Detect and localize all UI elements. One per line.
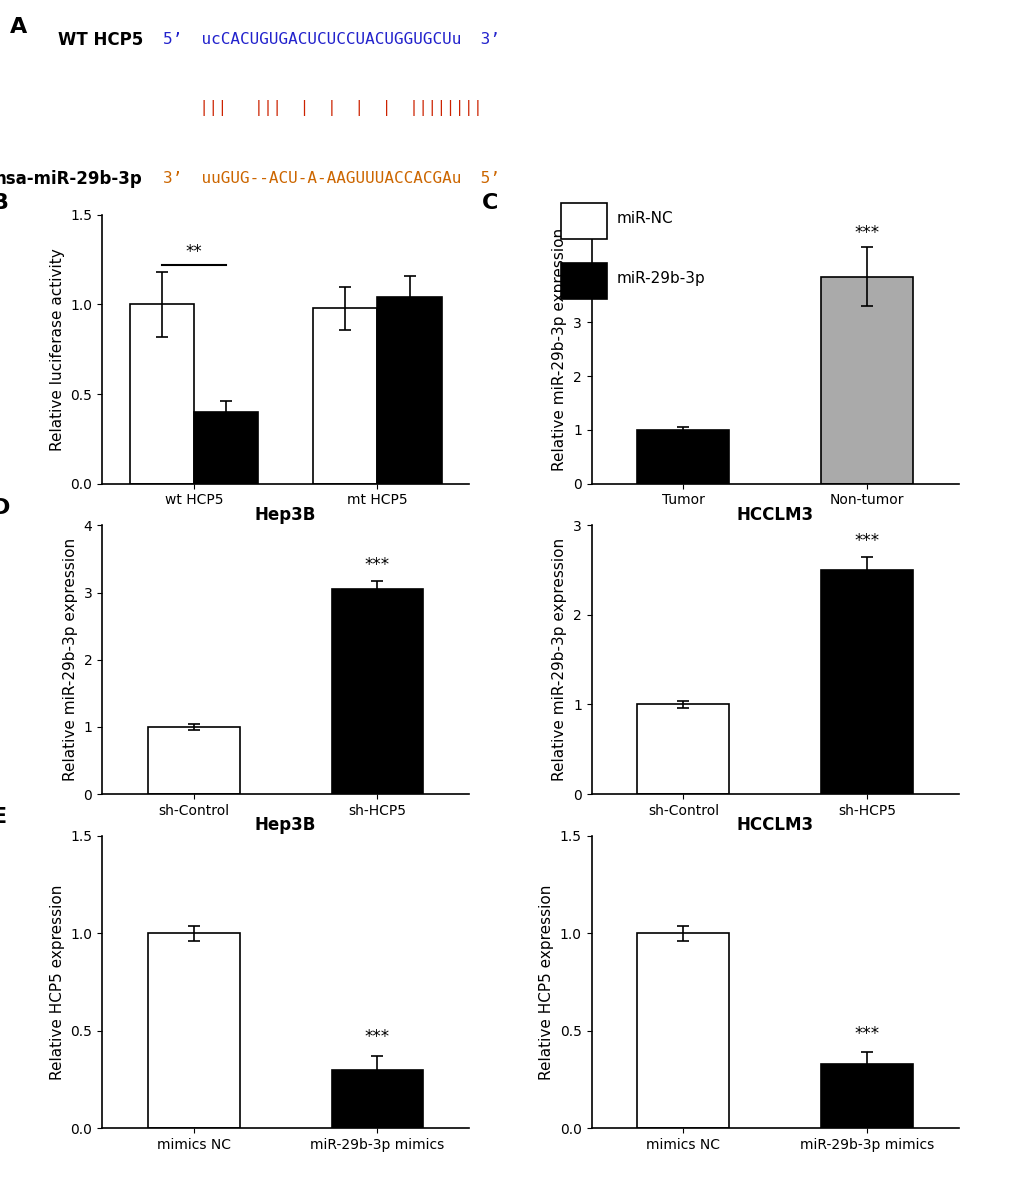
Text: miR-29b-3p: miR-29b-3p: [616, 271, 705, 285]
Bar: [331, 1070, 423, 1128]
Bar: [129, 304, 194, 484]
Y-axis label: Relative HCP5 expression: Relative HCP5 expression: [50, 885, 64, 1079]
Title: Hep3B: Hep3B: [255, 817, 316, 835]
Bar: [194, 412, 258, 484]
Text: **: **: [185, 244, 202, 261]
Y-axis label: Relative HCP5 expression: Relative HCP5 expression: [539, 885, 553, 1079]
Text: ***: ***: [854, 223, 878, 241]
Y-axis label: Relative miR-29b-3p expression: Relative miR-29b-3p expression: [63, 538, 77, 781]
Bar: [637, 430, 729, 484]
Text: ***: ***: [854, 531, 878, 549]
Text: ***: ***: [365, 556, 389, 574]
Title: HCCLM3: HCCLM3: [736, 506, 813, 524]
Bar: [377, 297, 441, 484]
Text: C: C: [481, 193, 497, 214]
Text: D: D: [0, 498, 10, 518]
Bar: [637, 704, 729, 794]
Text: B: B: [0, 193, 9, 214]
Text: miR-NC: miR-NC: [616, 211, 674, 226]
Text: ***: ***: [854, 1024, 878, 1042]
Text: E: E: [0, 807, 7, 826]
Text: A: A: [10, 18, 28, 37]
Text: |||   |||  |  |  |  |  ||||||||: ||| ||| | | | | ||||||||: [163, 100, 482, 116]
Bar: [313, 308, 377, 484]
Title: HCCLM3: HCCLM3: [736, 817, 813, 835]
Bar: [820, 277, 912, 484]
Text: 5’  ucCACUGUGACUCUCCUACUGGUGCUu  3’: 5’ ucCACUGUGACUCUCCUACUGGUGCUu 3’: [163, 32, 499, 48]
Text: ***: ***: [365, 1028, 389, 1046]
Y-axis label: Relative miR-29b-3p expression: Relative miR-29b-3p expression: [552, 228, 567, 470]
Y-axis label: Relative luciferase activity: Relative luciferase activity: [50, 248, 64, 450]
Bar: [148, 727, 239, 794]
Bar: [148, 934, 239, 1128]
Text: hsa-miR-29b-3p: hsa-miR-29b-3p: [0, 170, 143, 187]
Text: 3’  uuGUG--ACU-A-AAGUUUACCACGAu  5’: 3’ uuGUG--ACU-A-AAGUUUACCACGAu 5’: [163, 171, 499, 186]
Bar: [637, 934, 729, 1128]
Bar: [820, 1064, 912, 1128]
Text: WT HCP5: WT HCP5: [57, 31, 143, 49]
Title: Hep3B: Hep3B: [255, 506, 316, 524]
Bar: [820, 571, 912, 794]
Y-axis label: Relative miR-29b-3p expression: Relative miR-29b-3p expression: [552, 538, 567, 781]
Bar: [331, 589, 423, 794]
